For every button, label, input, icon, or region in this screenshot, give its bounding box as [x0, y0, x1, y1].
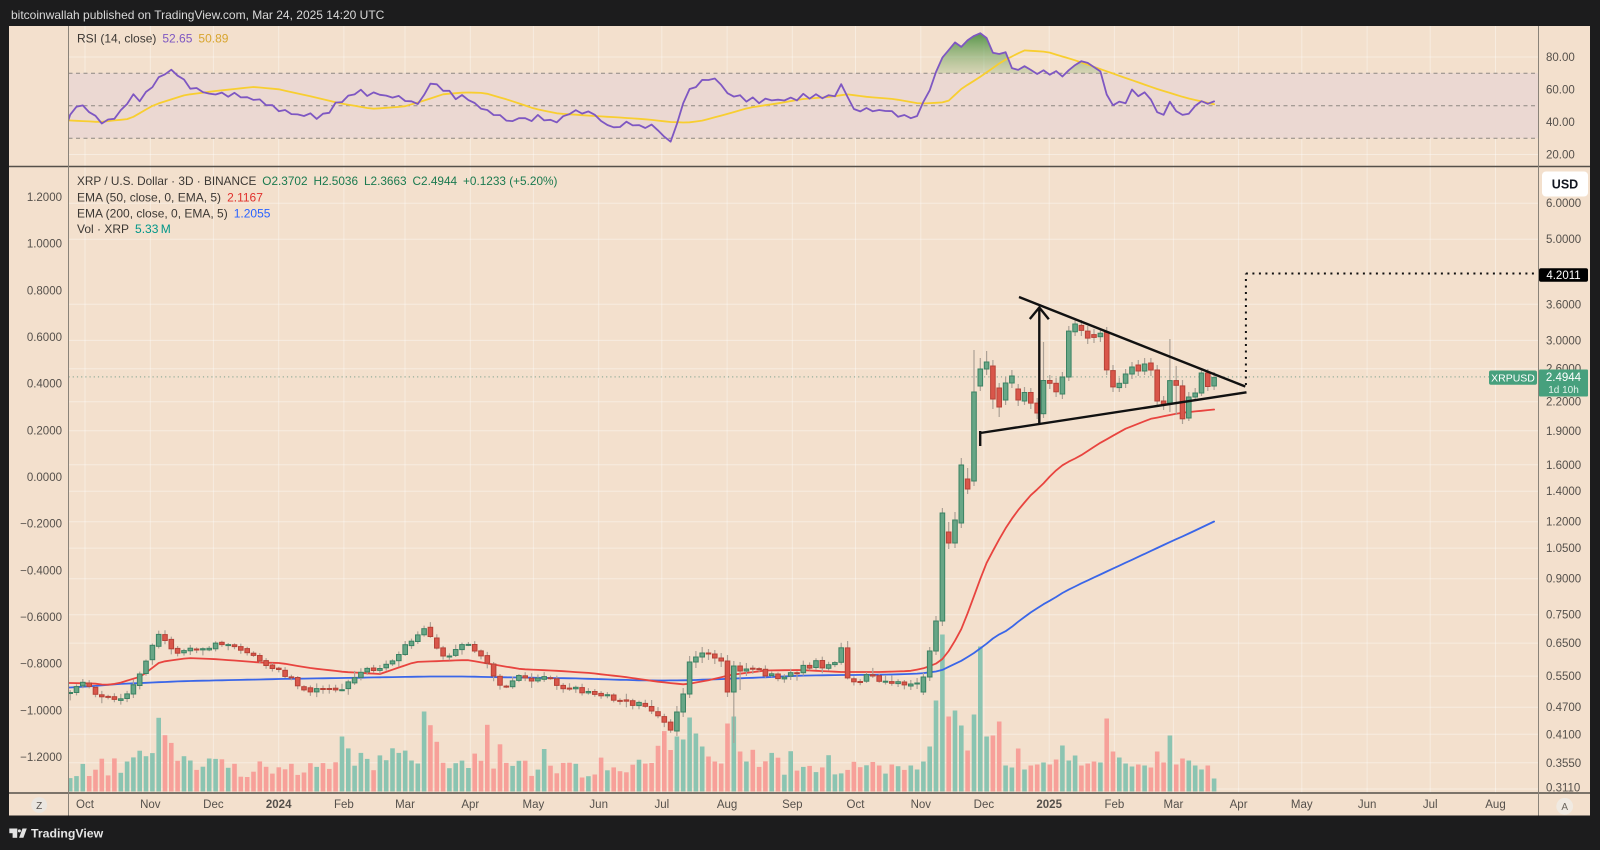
svg-text:−1.2000: −1.2000 — [20, 752, 62, 764]
svg-text:Apr: Apr — [1230, 799, 1248, 811]
svg-text:5.0000: 5.0000 — [1546, 234, 1581, 246]
svg-text:Sep: Sep — [782, 799, 802, 811]
svg-text:2025: 2025 — [1036, 799, 1062, 811]
svg-text:Oct: Oct — [76, 799, 95, 811]
svg-text:−0.2000: −0.2000 — [20, 519, 62, 531]
svg-text:Aug: Aug — [717, 799, 737, 811]
svg-text:Oct: Oct — [847, 799, 866, 811]
svg-text:TradingView: TradingView — [31, 827, 104, 841]
svg-text:1.0500: 1.0500 — [1546, 543, 1581, 555]
svg-text:0.6000: 0.6000 — [27, 332, 62, 344]
svg-text:1.4000: 1.4000 — [1546, 486, 1581, 498]
svg-text:XRPUSD: XRPUSD — [1491, 372, 1535, 384]
svg-text:−0.8000: −0.8000 — [20, 659, 62, 671]
svg-text:1.2000: 1.2000 — [27, 192, 62, 204]
svg-text:Jul: Jul — [654, 799, 669, 811]
svg-text:0.0000: 0.0000 — [27, 472, 62, 484]
svg-text:XRP / U.S. Dollar · 3D · BINAN: XRP / U.S. Dollar · 3D · BINANCE O2.3702… — [77, 174, 558, 188]
svg-text:0.8000: 0.8000 — [27, 285, 62, 297]
svg-text:Apr: Apr — [461, 799, 479, 811]
svg-text:0.2000: 0.2000 — [27, 425, 62, 437]
svg-text:1.0000: 1.0000 — [27, 239, 62, 251]
svg-text:60.00: 60.00 — [1546, 85, 1575, 97]
svg-text:80.00: 80.00 — [1546, 52, 1575, 64]
svg-text:2.2000: 2.2000 — [1546, 397, 1581, 409]
svg-text:3.6000: 3.6000 — [1546, 299, 1581, 311]
svg-text:Nov: Nov — [140, 799, 161, 811]
svg-text:0.4000: 0.4000 — [27, 379, 62, 391]
svg-text:Mar: Mar — [395, 799, 415, 811]
svg-text:1.2000: 1.2000 — [1546, 517, 1581, 529]
svg-text:Feb: Feb — [334, 799, 354, 811]
svg-text:Dec: Dec — [974, 799, 995, 811]
svg-text:0.4700: 0.4700 — [1546, 702, 1581, 714]
svg-text:Dec: Dec — [203, 799, 224, 811]
svg-text:1d 10h: 1d 10h — [1548, 385, 1579, 396]
svg-text:4.2011: 4.2011 — [1546, 270, 1580, 282]
svg-text:Nov: Nov — [911, 799, 932, 811]
svg-text:A: A — [1561, 802, 1568, 813]
svg-text:EMA (200, close, 0, EMA, 5) 1.: EMA (200, close, 0, EMA, 5) 1.2055 — [77, 207, 271, 221]
svg-text:40.00: 40.00 — [1546, 117, 1575, 129]
svg-text:0.9000: 0.9000 — [1546, 574, 1581, 586]
svg-text:0.6500: 0.6500 — [1546, 638, 1581, 650]
svg-text:2024: 2024 — [266, 799, 292, 811]
svg-text:Aug: Aug — [1485, 799, 1505, 811]
svg-text:USD: USD — [1552, 178, 1578, 192]
svg-text:May: May — [523, 799, 545, 811]
svg-text:RSI (14, close) 52.65 50.89: RSI (14, close) 52.65 50.89 — [77, 32, 229, 46]
svg-text:1.9000: 1.9000 — [1546, 426, 1581, 438]
svg-text:Mar: Mar — [1163, 799, 1183, 811]
svg-text:6.0000: 6.0000 — [1546, 198, 1581, 210]
svg-text:Jul: Jul — [1423, 799, 1438, 811]
svg-text:May: May — [1291, 799, 1313, 811]
svg-text:−0.6000: −0.6000 — [20, 612, 62, 624]
svg-text:0.4100: 0.4100 — [1546, 729, 1581, 741]
svg-text:Jun: Jun — [589, 799, 608, 811]
svg-text:Vol · XRP 5.33 M: Vol · XRP 5.33 M — [77, 222, 171, 236]
svg-text:Feb: Feb — [1104, 799, 1124, 811]
svg-text:20.00: 20.00 — [1546, 150, 1575, 162]
svg-text:−1.0000: −1.0000 — [20, 705, 62, 717]
svg-text:0.3110: 0.3110 — [1546, 783, 1580, 795]
svg-text:1.6000: 1.6000 — [1546, 460, 1581, 472]
svg-text:3.0000: 3.0000 — [1546, 335, 1581, 347]
svg-text:0.5500: 0.5500 — [1546, 671, 1581, 683]
svg-text:0.7500: 0.7500 — [1546, 610, 1581, 622]
svg-text:EMA (50, close, 0, EMA, 5) 2.1: EMA (50, close, 0, EMA, 5) 2.1167 — [77, 191, 263, 205]
svg-text:0.3550: 0.3550 — [1546, 758, 1581, 770]
svg-text:2.4944: 2.4944 — [1546, 372, 1582, 384]
svg-text:−0.4000: −0.4000 — [20, 565, 62, 577]
svg-text:Jun: Jun — [1358, 799, 1377, 811]
svg-text:bitcoinwallah published on Tra: bitcoinwallah published on TradingView.c… — [11, 8, 385, 22]
svg-text:Z: Z — [36, 801, 42, 812]
